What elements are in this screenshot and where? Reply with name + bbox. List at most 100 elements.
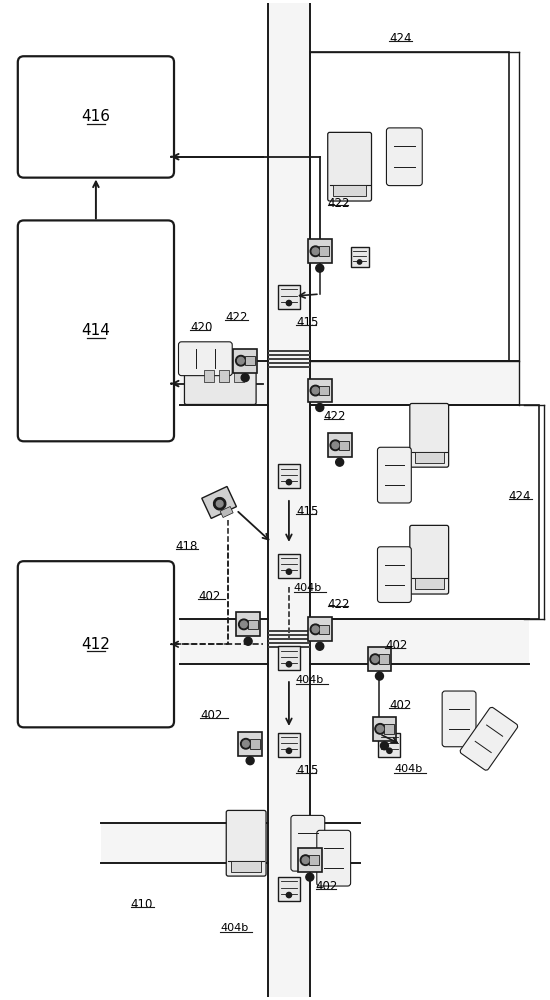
Circle shape — [287, 300, 292, 306]
Bar — [268, 354, 310, 356]
Bar — [372, 717, 397, 741]
Bar — [310, 52, 509, 361]
Circle shape — [381, 742, 388, 750]
Text: 422: 422 — [328, 598, 350, 611]
Circle shape — [377, 725, 383, 732]
Circle shape — [310, 385, 321, 396]
Circle shape — [243, 740, 249, 747]
Text: 424: 424 — [389, 32, 412, 45]
Circle shape — [302, 857, 309, 864]
Circle shape — [358, 260, 362, 264]
Circle shape — [375, 724, 386, 734]
Circle shape — [240, 739, 251, 749]
Bar — [180, 619, 529, 664]
Bar — [384, 724, 394, 734]
Text: 415: 415 — [296, 316, 318, 329]
Circle shape — [241, 374, 249, 382]
Bar — [379, 654, 389, 664]
FancyBboxPatch shape — [184, 363, 256, 404]
Circle shape — [316, 403, 324, 411]
Text: 422: 422 — [226, 311, 248, 324]
Text: 415: 415 — [296, 764, 318, 777]
Text: 404b: 404b — [294, 583, 322, 593]
FancyBboxPatch shape — [387, 128, 422, 186]
Bar — [308, 379, 332, 402]
Circle shape — [306, 873, 314, 881]
Bar — [268, 630, 310, 632]
Bar — [320, 386, 329, 395]
Bar — [268, 350, 310, 352]
Bar — [278, 464, 300, 488]
Bar — [268, 358, 310, 360]
FancyBboxPatch shape — [328, 132, 371, 201]
Text: 404b: 404b — [296, 675, 324, 685]
FancyBboxPatch shape — [317, 830, 350, 886]
Circle shape — [246, 757, 254, 765]
Bar — [245, 356, 255, 365]
Bar — [310, 405, 538, 619]
Text: 404b: 404b — [394, 764, 422, 774]
Bar — [231, 861, 261, 872]
Bar — [308, 617, 332, 641]
Bar — [309, 855, 320, 865]
Text: 402: 402 — [200, 709, 223, 722]
Text: 402: 402 — [316, 880, 338, 893]
Circle shape — [240, 621, 247, 628]
Circle shape — [287, 748, 292, 753]
Circle shape — [238, 357, 244, 364]
Bar — [298, 848, 322, 872]
Circle shape — [244, 637, 252, 645]
Bar — [278, 285, 300, 309]
Bar — [378, 733, 400, 757]
Text: 414: 414 — [81, 323, 111, 338]
Circle shape — [310, 624, 321, 635]
Bar — [278, 877, 300, 901]
Bar — [350, 247, 369, 267]
Text: 402: 402 — [199, 590, 221, 603]
Circle shape — [312, 387, 319, 394]
Bar — [238, 732, 262, 756]
Bar — [278, 554, 300, 578]
FancyBboxPatch shape — [18, 561, 174, 727]
FancyBboxPatch shape — [377, 447, 411, 503]
Circle shape — [235, 355, 246, 366]
FancyBboxPatch shape — [226, 810, 266, 876]
FancyBboxPatch shape — [410, 403, 449, 467]
Circle shape — [330, 440, 340, 451]
Circle shape — [336, 458, 344, 466]
Circle shape — [316, 264, 324, 272]
Text: 420: 420 — [190, 321, 213, 334]
Text: 404b: 404b — [221, 923, 249, 933]
Bar — [248, 620, 258, 629]
Circle shape — [287, 662, 292, 667]
Circle shape — [332, 442, 339, 449]
Text: 422: 422 — [328, 197, 350, 210]
Bar — [367, 647, 392, 671]
Circle shape — [370, 654, 381, 664]
Circle shape — [300, 855, 311, 865]
Bar — [250, 739, 260, 749]
Circle shape — [387, 748, 392, 753]
Bar — [339, 441, 349, 450]
Bar — [180, 361, 519, 405]
Bar — [320, 246, 329, 256]
Text: 416: 416 — [81, 109, 111, 124]
Bar — [308, 239, 332, 263]
FancyBboxPatch shape — [460, 707, 518, 770]
Circle shape — [216, 500, 223, 507]
Bar — [333, 185, 366, 196]
Circle shape — [312, 626, 319, 633]
Text: 402: 402 — [386, 639, 408, 652]
Text: 412: 412 — [81, 637, 111, 652]
Bar — [268, 638, 310, 640]
Bar — [415, 578, 444, 589]
Bar — [234, 370, 244, 382]
Text: 424: 424 — [509, 490, 531, 503]
Bar — [233, 349, 257, 373]
FancyBboxPatch shape — [18, 56, 174, 178]
Text: 422: 422 — [324, 410, 346, 423]
Circle shape — [316, 642, 324, 650]
FancyBboxPatch shape — [410, 525, 449, 594]
FancyBboxPatch shape — [442, 691, 476, 747]
Bar — [204, 370, 214, 382]
